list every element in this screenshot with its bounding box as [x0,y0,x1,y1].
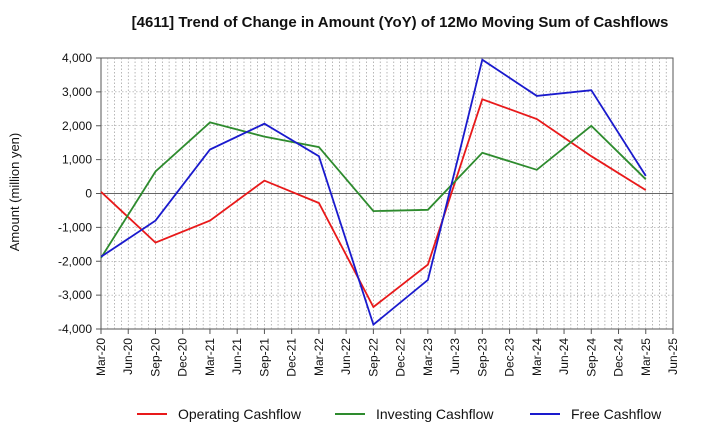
x-tick-label: Dec-24 [612,338,626,377]
x-tick-label: Sep-22 [366,338,380,377]
legend-label: Operating Cashflow [178,406,302,422]
x-tick-label: Sep-21 [257,338,271,377]
x-tick-label: Dec-20 [176,338,190,377]
y-tick-label: 0 [85,187,92,201]
x-tick-label: Jun-23 [448,338,462,375]
x-axis-ticks: Mar-20 Jun-20 Sep-20 Dec-20 Mar-21 Jun-21 Sep-… [94,329,680,377]
y-tick-label: -3,000 [58,288,92,302]
x-tick-label: Jun-24 [557,338,571,375]
x-tick-label: Jun-20 [121,338,135,375]
x-tick-label: Mar-23 [421,338,435,376]
y-tick-label: -4,000 [58,322,92,336]
y-tick-label: 1,000 [62,153,92,167]
x-tick-label: Jun-21 [230,338,244,375]
x-tick-label: Mar-25 [639,338,653,376]
y-tick-label: -2,000 [58,254,92,268]
y-tick-label: 4,000 [62,51,92,65]
x-tick-label: Sep-20 [148,338,162,377]
x-tick-label: Jun-25 [666,338,680,375]
x-tick-label: Sep-24 [584,338,598,377]
y-tick-label: 3,000 [62,85,92,99]
legend: Operating Cashflow Investing Cashflow Free… [137,406,662,422]
x-tick-label: Mar-21 [203,338,217,376]
y-axis-label: Amount (million yen) [7,133,22,252]
y-axis-ticks: -4,000 -3,000 -2,000 -1,000 0 1,000 2,000 3,000… [58,51,101,336]
legend-label: Free Cashflow [571,406,662,422]
x-tick-label: Dec-23 [503,338,517,377]
x-tick-label: Mar-20 [94,338,108,376]
x-tick-label: Sep-23 [475,338,489,377]
y-tick-label: 2,000 [62,119,92,133]
legend-label: Investing Cashflow [376,406,494,422]
y-tick-label: -1,000 [58,220,92,234]
chart-title: [4611] Trend of Change in Amount (YoY) o… [132,14,669,31]
series-layer [100,58,647,327]
x-tick-label: Mar-24 [530,338,544,376]
x-tick-label: Dec-21 [285,338,299,377]
x-tick-label: Dec-22 [394,338,408,377]
x-tick-label: Mar-22 [312,338,326,376]
x-tick-label: Jun-22 [339,338,353,375]
